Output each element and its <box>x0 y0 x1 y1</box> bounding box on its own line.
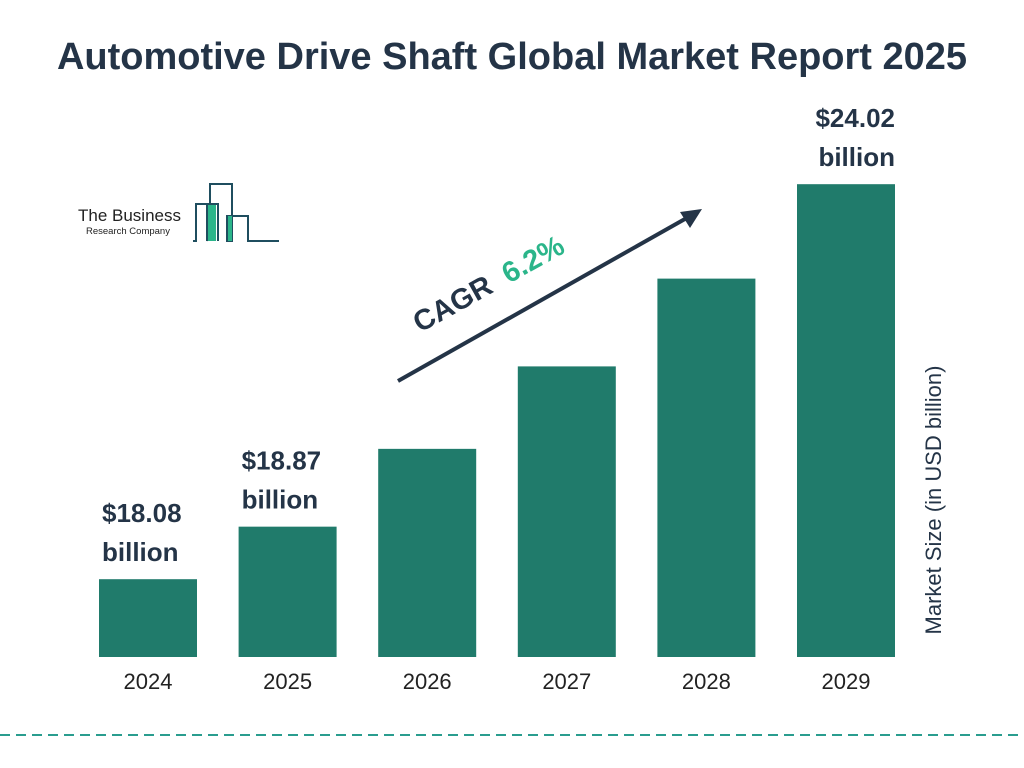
x-tick-label: 2029 <box>822 669 871 694</box>
bar-2024 <box>99 579 197 657</box>
bar-2027 <box>517 366 616 657</box>
data-label: billion <box>242 485 319 515</box>
bar-2028 <box>657 278 756 657</box>
cagr-arrow <box>397 209 702 383</box>
y-axis-label: Market Size (in USD billion) <box>921 366 946 635</box>
data-label: $18.87 <box>242 446 322 476</box>
data-label: $18.08 <box>102 498 182 528</box>
x-tick-label: 2028 <box>682 669 731 694</box>
data-label: $24.02 <box>815 103 895 133</box>
bar-2029 <box>797 184 895 657</box>
bar-2025 <box>238 526 337 657</box>
x-tick-label: 2025 <box>263 669 312 694</box>
chart-title: Automotive Drive Shaft Global Market Rep… <box>56 36 968 78</box>
data-label: billion <box>818 142 895 172</box>
x-tick-label: 2024 <box>124 669 173 694</box>
logo-text: The Business <box>78 206 181 225</box>
x-tick-label: 2026 <box>403 669 452 694</box>
cagr-annotation: CAGR 6.2% <box>408 230 570 339</box>
data-label: billion <box>102 537 179 567</box>
logo-graphic <box>193 183 279 242</box>
x-tick-label: 2027 <box>542 669 591 694</box>
bar-2026 <box>378 448 477 657</box>
logo-subtext: Research Company <box>86 226 170 237</box>
